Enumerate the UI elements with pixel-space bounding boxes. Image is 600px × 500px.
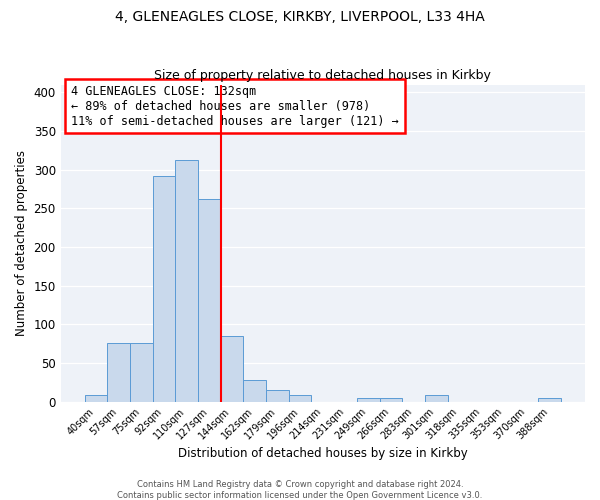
Bar <box>380 398 402 402</box>
Bar <box>198 199 221 402</box>
Bar <box>289 396 311 402</box>
Bar <box>85 396 107 402</box>
Bar <box>175 160 198 402</box>
Bar <box>425 396 448 402</box>
Text: 4 GLENEAGLES CLOSE: 132sqm
← 89% of detached houses are smaller (978)
11% of sem: 4 GLENEAGLES CLOSE: 132sqm ← 89% of deta… <box>71 84 399 128</box>
Bar <box>266 390 289 402</box>
Y-axis label: Number of detached properties: Number of detached properties <box>15 150 28 336</box>
Bar <box>130 343 152 402</box>
Text: 4, GLENEAGLES CLOSE, KIRKBY, LIVERPOOL, L33 4HA: 4, GLENEAGLES CLOSE, KIRKBY, LIVERPOOL, … <box>115 10 485 24</box>
Bar <box>538 398 561 402</box>
Title: Size of property relative to detached houses in Kirkby: Size of property relative to detached ho… <box>154 69 491 82</box>
Bar <box>244 380 266 402</box>
Bar <box>357 398 380 402</box>
Bar <box>107 343 130 402</box>
Text: Contains HM Land Registry data © Crown copyright and database right 2024.
Contai: Contains HM Land Registry data © Crown c… <box>118 480 482 500</box>
Bar <box>221 336 244 402</box>
X-axis label: Distribution of detached houses by size in Kirkby: Distribution of detached houses by size … <box>178 447 468 460</box>
Bar <box>152 176 175 402</box>
